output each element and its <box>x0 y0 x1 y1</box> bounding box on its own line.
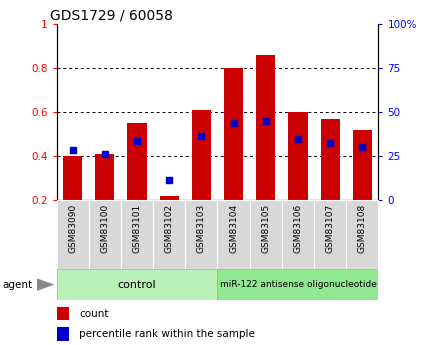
Text: agent: agent <box>2 280 32 289</box>
Bar <box>224 68 243 200</box>
Text: GSM83103: GSM83103 <box>197 204 205 254</box>
Bar <box>89 200 121 269</box>
Bar <box>63 156 82 200</box>
Bar <box>288 112 307 200</box>
Text: control: control <box>118 280 156 289</box>
Bar <box>217 200 249 269</box>
Bar <box>320 119 339 200</box>
Bar <box>352 130 371 200</box>
Text: GSM83090: GSM83090 <box>68 204 77 254</box>
Bar <box>56 307 69 320</box>
Text: GSM83104: GSM83104 <box>229 204 237 253</box>
Text: count: count <box>79 309 108 318</box>
Point <box>133 138 140 144</box>
Bar <box>159 196 178 200</box>
Text: GSM83107: GSM83107 <box>325 204 334 254</box>
Point <box>69 147 76 152</box>
Point <box>197 134 204 139</box>
Text: percentile rank within the sample: percentile rank within the sample <box>79 329 254 339</box>
Bar <box>56 327 69 341</box>
Bar <box>256 55 275 200</box>
Point <box>326 140 333 146</box>
Bar <box>249 200 281 269</box>
Bar <box>281 200 313 269</box>
Bar <box>56 200 89 269</box>
Point <box>358 145 365 150</box>
Point <box>101 151 108 157</box>
Text: GSM83106: GSM83106 <box>293 204 302 254</box>
Text: GSM83105: GSM83105 <box>261 204 270 254</box>
Polygon shape <box>37 278 54 291</box>
Bar <box>313 200 345 269</box>
Bar <box>127 123 146 200</box>
Bar <box>217 269 378 300</box>
Point <box>262 118 269 124</box>
Text: GSM83108: GSM83108 <box>357 204 366 254</box>
Bar <box>95 154 114 200</box>
Bar <box>153 200 185 269</box>
Bar <box>121 200 153 269</box>
Point <box>230 120 237 126</box>
Text: GSM83101: GSM83101 <box>132 204 141 254</box>
Text: GSM83100: GSM83100 <box>100 204 109 254</box>
Point <box>165 178 172 183</box>
Text: GSM83102: GSM83102 <box>164 204 173 253</box>
Bar <box>345 200 378 269</box>
Point <box>294 136 301 141</box>
Bar <box>185 200 217 269</box>
Text: GDS1729 / 60058: GDS1729 / 60058 <box>50 9 173 23</box>
Bar <box>191 110 210 200</box>
Bar <box>56 269 217 300</box>
Text: miR-122 antisense oligonucleotide: miR-122 antisense oligonucleotide <box>219 280 375 289</box>
